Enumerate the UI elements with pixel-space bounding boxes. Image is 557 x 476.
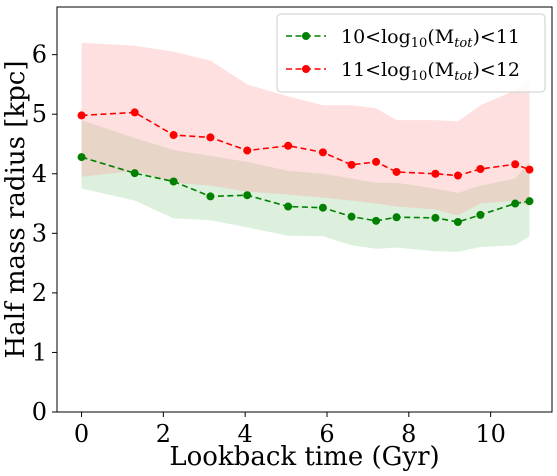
data-point-series-2	[372, 157, 381, 166]
data-point-series-2	[206, 133, 215, 142]
y-tick-label: 4	[32, 160, 47, 188]
data-point-series-1	[453, 218, 462, 227]
data-point-series-1	[169, 177, 178, 186]
band-series-2	[81, 42, 530, 216]
data-point-series-2	[318, 148, 327, 157]
y-axis-label: Half mass radius [kpc]	[1, 61, 31, 359]
y-tick-label: 6	[32, 41, 47, 69]
x-tick-label: 6	[319, 420, 334, 448]
band-series-1	[81, 120, 530, 252]
data-point-series-2	[525, 165, 534, 174]
data-point-series-2	[392, 167, 401, 176]
data-point-series-2	[130, 108, 139, 117]
data-point-series-1	[318, 203, 327, 212]
data-point-series-2	[243, 146, 252, 155]
x-tick-label: 4	[238, 420, 253, 448]
x-tick-label: 8	[401, 420, 416, 448]
data-point-series-2	[476, 165, 485, 173]
y-tick-label: 1	[32, 338, 47, 366]
data-point-series-1	[372, 216, 381, 225]
data-point-series-1	[284, 202, 293, 211]
data-point-series-1	[130, 169, 139, 178]
axes: 0 2 4 6 8 10 0 1 2 3 4 5 6	[32, 6, 553, 448]
x-tick-label: 2	[156, 420, 171, 448]
y-tick-label: 3	[32, 219, 47, 247]
legend-label-2: 11<log10(Mtot)<12	[341, 59, 520, 84]
y-tick-label: 0	[32, 398, 47, 426]
plot-frame	[56, 6, 553, 413]
legend-box	[276, 13, 546, 93]
data-point-series-1	[243, 191, 252, 200]
y-tick-label: 5	[32, 100, 47, 128]
data-point-series-2	[284, 141, 293, 150]
data-point-series-2	[431, 169, 440, 178]
data-point-series-2	[169, 131, 178, 140]
data-point-series-1	[392, 213, 401, 222]
series-lines	[77, 108, 534, 227]
data-point-series-1	[206, 192, 215, 201]
data-point-series-2	[511, 160, 520, 169]
data-point-series-1	[511, 199, 520, 208]
data-point-series-2	[347, 160, 356, 169]
data-point-series-1	[77, 153, 86, 162]
data-point-series-1	[525, 197, 534, 206]
x-axis-label: Lookback time (Gyr)	[169, 442, 439, 472]
data-point-series-1	[476, 210, 485, 219]
legend: 10<log10(Mtot)<11 11<log10(Mtot)<12	[276, 13, 546, 93]
data-point-series-1	[347, 212, 356, 221]
data-point-series-1	[431, 213, 440, 222]
x-tick-label: 0	[74, 420, 89, 448]
legend-marker-2	[302, 65, 310, 73]
uncertainty-bands	[81, 42, 530, 252]
y-tick-label: 2	[32, 279, 47, 307]
x-tick-label: 10	[475, 420, 506, 448]
data-point-series-2	[453, 171, 462, 180]
legend-label-1: 10<log10(Mtot)<11	[341, 26, 520, 51]
data-point-series-2	[77, 111, 86, 120]
legend-marker-1	[302, 32, 310, 40]
